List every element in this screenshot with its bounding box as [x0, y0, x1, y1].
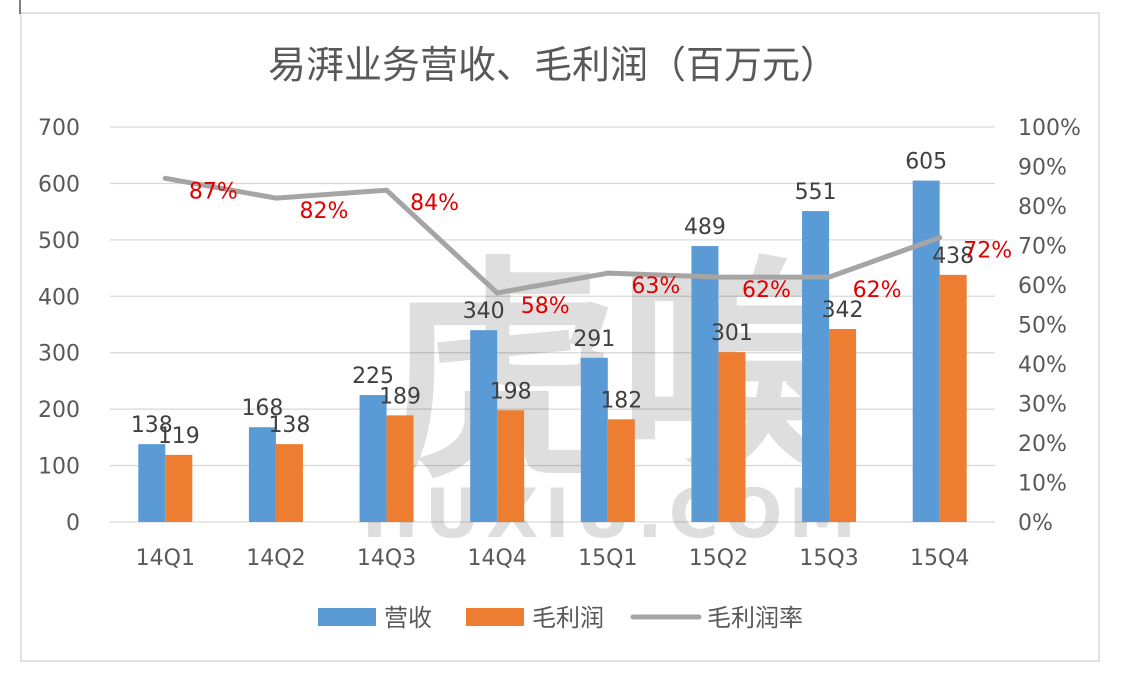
y-right-tick-label: 80% — [1018, 195, 1067, 220]
x-tick-label: 14Q2 — [246, 546, 305, 571]
y-right-tick-label: 40% — [1018, 353, 1067, 378]
margin-point — [826, 274, 832, 280]
margin-data-label: 72% — [963, 239, 1012, 264]
revenue-bar — [802, 211, 830, 523]
gross-profit-data-label: 182 — [600, 388, 642, 413]
gross-profit-bar — [386, 415, 414, 522]
gross-profit-data-label: 189 — [379, 384, 421, 409]
revenue-data-label: 225 — [352, 364, 394, 389]
revenue-bar — [470, 330, 498, 522]
y-left-tick-label: 200 — [38, 398, 80, 423]
margin-point — [605, 270, 611, 276]
revenue-data-label: 489 — [684, 215, 726, 240]
margin-line-path — [162, 175, 943, 296]
margin-data-label: 63% — [631, 274, 680, 299]
revenue-bar — [580, 357, 608, 522]
x-tick-label: 15Q3 — [799, 546, 858, 571]
y-right-tick-label: 30% — [1018, 393, 1067, 418]
legend: 营收 毛利润 毛利润率 — [318, 604, 803, 632]
y-left-tick-label: 300 — [38, 342, 80, 367]
y-left-tick-label: 600 — [38, 172, 80, 197]
gross-profit-bar — [165, 454, 193, 522]
margin-line — [162, 175, 943, 296]
margin-point — [162, 175, 168, 181]
y-right-tick-label: 90% — [1018, 156, 1067, 181]
margin-point — [937, 235, 943, 241]
margin-data-label: 58% — [521, 294, 570, 319]
revenue-data-label: 605 — [905, 150, 947, 175]
revenue-bar — [248, 427, 276, 522]
y-right-tick-label: 50% — [1018, 314, 1067, 339]
revenue-bar — [691, 246, 719, 523]
revenue-data-label: 168 — [241, 396, 283, 421]
legend-swatch — [318, 608, 376, 626]
margin-data-label: 84% — [410, 191, 459, 216]
y-right-tick-label: 10% — [1018, 472, 1067, 497]
margin-point — [273, 195, 279, 201]
y-left-tick-label: 0 — [66, 511, 80, 536]
legend-label: 毛利润 — [532, 604, 604, 632]
gross-profit-bar — [497, 410, 525, 522]
gross-profit-data-label: 301 — [711, 321, 753, 346]
margin-point — [715, 274, 721, 280]
watermark: 虎嗅 HUXIU.COM — [362, 238, 856, 554]
margin-data-label: 82% — [299, 199, 348, 224]
gross-profit-bar — [829, 329, 857, 522]
gross-profit-data-label: 119 — [158, 424, 200, 449]
right-axis-ticks: 0% 10% 20% 30% 40% 50% 60% 70% 80% 90% 100% — [1018, 116, 1081, 536]
legend-swatch — [466, 608, 524, 626]
margin-data-label: 62% — [853, 278, 902, 303]
gross-profit-data-label: 342 — [822, 298, 864, 323]
gross-profit-bar — [718, 352, 746, 522]
margin-point — [494, 290, 500, 296]
gross-profit-data-label: 138 — [268, 413, 310, 438]
y-right-tick-label: 70% — [1018, 235, 1067, 260]
y-right-tick-label: 60% — [1018, 274, 1067, 299]
margin-point — [384, 187, 390, 193]
x-tick-label: 15Q4 — [910, 546, 969, 571]
gross-profit-bar — [939, 274, 967, 522]
revenue-data-label: 551 — [795, 180, 837, 205]
x-tick-label: 14Q1 — [136, 546, 195, 571]
revenue-bar — [912, 180, 940, 522]
y-left-tick-label: 400 — [38, 285, 80, 310]
y-left-tick-label: 100 — [38, 455, 80, 480]
x-tick-label: 14Q4 — [468, 546, 527, 571]
bars — [138, 180, 967, 523]
chart-title: 易湃业务营收、毛利润（百万元） — [268, 43, 838, 87]
revenue-data-label: 138 — [131, 413, 173, 438]
y-left-tick-label: 700 — [38, 116, 80, 141]
legend-label: 毛利润率 — [707, 604, 803, 632]
gross-profit-data-label: 198 — [490, 379, 532, 404]
revenue-bar — [359, 395, 387, 522]
revenue-data-label: 340 — [463, 299, 505, 324]
margin-data-label: 62% — [742, 278, 791, 303]
left-axis-ticks: 0 100 200 300 400 500 600 700 — [38, 116, 80, 536]
x-axis-ticks: 14Q1 14Q2 14Q3 14Q4 15Q1 15Q2 15Q3 15Q4 — [136, 546, 970, 571]
y-right-tick-label: 100% — [1018, 116, 1081, 141]
revenue-data-label: 291 — [573, 327, 615, 352]
y-right-tick-label: 0% — [1018, 511, 1053, 536]
y-right-tick-label: 20% — [1018, 432, 1067, 457]
margin-data-label: 87% — [189, 179, 238, 204]
x-tick-label: 14Q3 — [357, 546, 416, 571]
x-tick-label: 15Q1 — [578, 546, 637, 571]
gross-profit-data-label: 438 — [932, 244, 974, 269]
y-left-tick-label: 500 — [38, 229, 80, 254]
revenue-bar — [138, 444, 166, 522]
x-tick-label: 15Q2 — [689, 546, 748, 571]
gross-profit-bar — [607, 419, 635, 522]
legend-label: 营收 — [384, 604, 432, 632]
gross-profit-bar — [275, 444, 303, 522]
